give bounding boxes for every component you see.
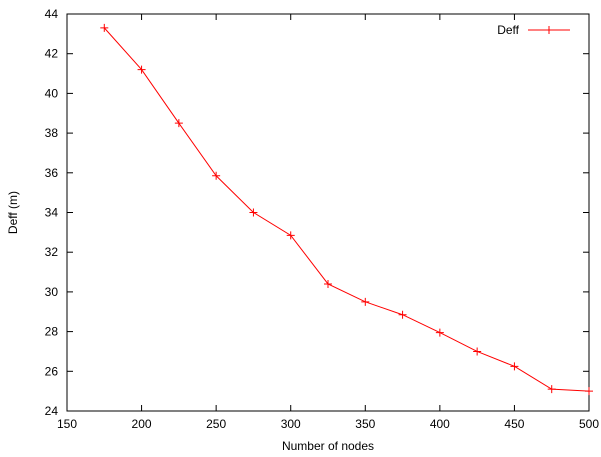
legend-marker-glyph [545,26,553,34]
x-tick-label: 500 [579,417,599,431]
y-tick-label: 40 [45,86,59,100]
data-point [585,387,593,396]
data-point [547,385,556,394]
series-0 [100,23,593,396]
x-axis-label: Number of nodes [282,439,374,453]
axis-ticks [66,13,590,412]
y-tick-label: 26 [45,364,59,378]
x-tick-label: 450 [504,417,524,431]
y-tick-label: 44 [45,7,59,21]
x-tick-label: 150 [57,417,77,431]
x-tick-label: 250 [206,417,226,431]
y-tick-label: 38 [45,126,59,140]
legend-label: Deff [497,23,519,37]
data-point [361,297,370,306]
data-point [398,310,407,319]
series-line [103,27,590,392]
data-point [286,231,295,240]
data-point [174,119,183,128]
x-tick-label: 400 [430,417,450,431]
data-point [435,328,444,337]
y-tick-label: 24 [45,404,59,418]
y-tick-label: 42 [45,47,59,61]
y-tick-label: 30 [45,285,59,299]
data-point [249,208,258,217]
y-tick-label: 34 [45,206,59,220]
data-point [100,23,109,32]
series-layer [100,23,593,396]
y-tick-label: 36 [45,166,59,180]
y-axis-label: Deff (m) [6,191,20,234]
legend-marker [545,26,553,34]
tick-labels: 150 200 250 300 350 400 450 500 24 26 28 30 32 34 36 38… [45,7,600,431]
y-tick-label: 28 [45,325,59,339]
data-point [473,347,482,356]
plot-frame [66,13,590,412]
data-point [510,362,519,371]
x-tick-label: 350 [355,417,375,431]
x-tick-label: 200 [132,417,152,431]
data-point [137,65,146,74]
x-tick-label: 300 [281,417,301,431]
data-point [212,171,221,180]
legend: Deff [497,23,570,37]
data-point [324,279,332,288]
y-tick-label: 32 [45,245,59,259]
